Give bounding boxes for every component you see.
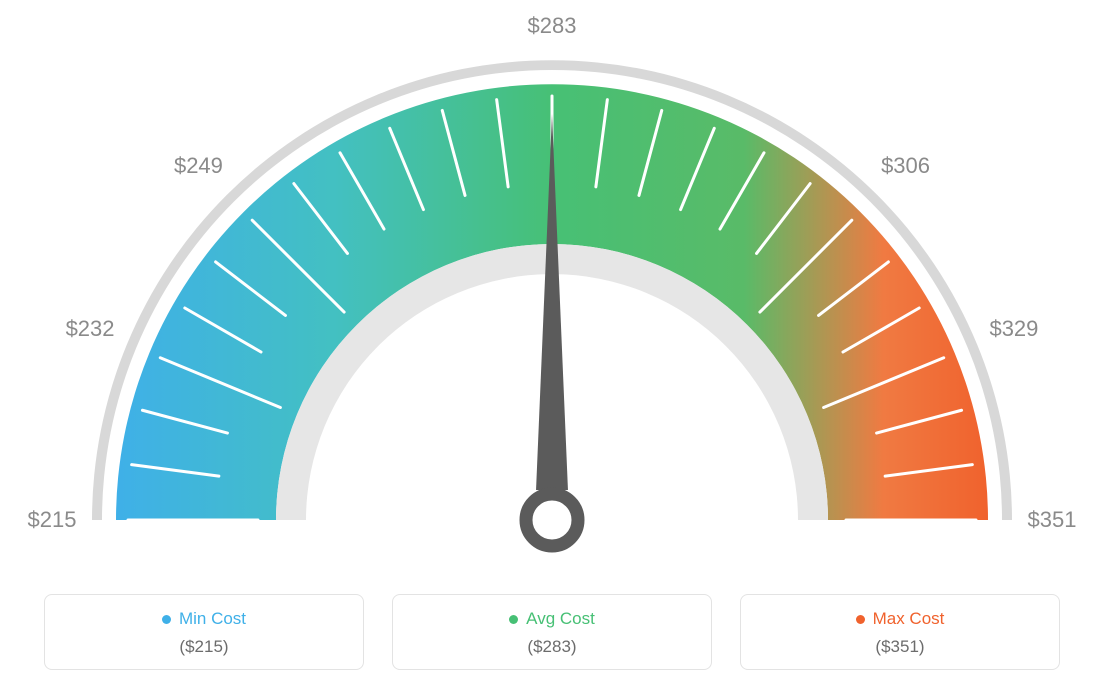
legend-value-max: ($351) <box>751 637 1049 657</box>
gauge-tick-label: $329 <box>989 316 1038 342</box>
legend-value-min: ($215) <box>55 637 353 657</box>
dot-icon <box>509 615 518 624</box>
gauge-tick-label: $249 <box>174 153 223 179</box>
legend-label: Avg Cost <box>526 609 595 629</box>
gauge-tick-label: $232 <box>66 316 115 342</box>
gauge-tick-label: $283 <box>528 13 577 39</box>
legend-title-avg: Avg Cost <box>509 609 595 629</box>
gauge-tick-label: $306 <box>881 153 930 179</box>
legend-value-avg: ($283) <box>403 637 701 657</box>
gauge-tick-label: $215 <box>28 507 77 533</box>
legend-row: Min Cost ($215) Avg Cost ($283) Max Cost… <box>0 594 1104 670</box>
legend-label: Max Cost <box>873 609 945 629</box>
legend-card-max: Max Cost ($351) <box>740 594 1060 670</box>
dot-icon <box>162 615 171 624</box>
legend-label: Min Cost <box>179 609 246 629</box>
gauge-svg <box>0 0 1104 560</box>
dot-icon <box>856 615 865 624</box>
gauge-chart: $215 $232 $249 $283 $306 $329 $351 <box>0 0 1104 560</box>
legend-card-min: Min Cost ($215) <box>44 594 364 670</box>
legend-card-avg: Avg Cost ($283) <box>392 594 712 670</box>
gauge-tick-label: $351 <box>1028 507 1077 533</box>
legend-title-max: Max Cost <box>856 609 945 629</box>
legend-title-min: Min Cost <box>162 609 246 629</box>
